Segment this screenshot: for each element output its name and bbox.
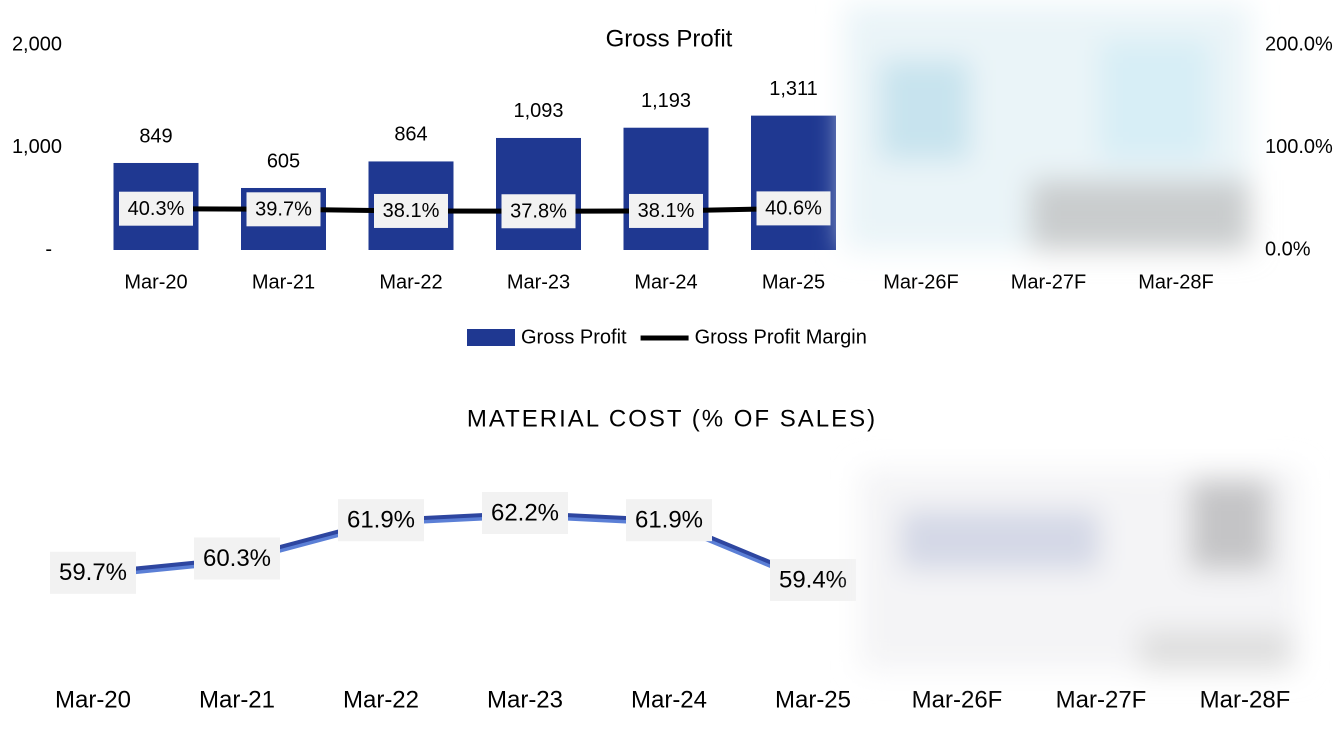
data-label: 38.1% xyxy=(638,200,695,222)
data-label-box xyxy=(482,492,568,534)
x-tick-label: Mar-24 xyxy=(634,271,697,293)
x-tick-label: Mar-25 xyxy=(762,271,825,293)
data-label: 62.2% xyxy=(491,499,559,526)
data-label: 59.4% xyxy=(779,566,847,593)
data-label-box xyxy=(501,194,576,229)
bar xyxy=(751,115,836,250)
data-label: 38.1% xyxy=(383,200,440,222)
data-label: 1,311 xyxy=(769,78,818,100)
x-tick-label: Mar-28F xyxy=(1138,271,1214,293)
x-tick-label: Mar-22 xyxy=(379,271,442,293)
data-label-box xyxy=(629,193,703,228)
legend-swatch xyxy=(467,329,515,346)
chart-title: MATERIAL COST (% OF SALES) xyxy=(467,405,877,432)
data-label: 39.7% xyxy=(255,199,312,221)
data-label-box xyxy=(338,499,424,542)
gross-profit-chart: Gross Profit - 1,000 2,000 0.0% 100.0% 200.0%… xyxy=(12,25,1333,348)
data-label-box xyxy=(50,551,136,594)
legend-label: Gross Profit Margin xyxy=(695,326,867,348)
x-tick-label: Mar-23 xyxy=(507,271,570,293)
data-label: 40.6% xyxy=(765,198,822,220)
material-cost-chart: MATERIAL COST (% OF SALES) Mar-20 Mar-21 M… xyxy=(50,405,1290,713)
x-tick-label: Mar-21 xyxy=(252,271,315,293)
x-tick-label: Mar-20 xyxy=(55,686,131,713)
data-label: 864 xyxy=(394,124,427,146)
x-tick-label: Mar-27F xyxy=(1011,271,1087,293)
bar xyxy=(623,127,709,250)
x-tick-label: Mar-21 xyxy=(199,686,275,713)
data-label: 60.3% xyxy=(203,545,271,572)
x-tick-label: Mar-28F xyxy=(1200,686,1291,713)
chart-title: Gross Profit xyxy=(606,25,733,52)
y-tick-label: 1,000 xyxy=(12,136,62,158)
legend-label: Gross Profit xyxy=(521,326,627,348)
data-label-box xyxy=(374,193,448,228)
x-tick-label: Mar-26F xyxy=(883,271,959,293)
y2-tick-label: 0.0% xyxy=(1265,238,1311,260)
data-label-box xyxy=(756,191,831,226)
data-label: 605 xyxy=(267,150,300,172)
data-label-box xyxy=(119,191,193,226)
y2-tick-label: 100.0% xyxy=(1265,136,1333,158)
data-label: 849 xyxy=(139,125,172,147)
data-label: 37.8% xyxy=(510,201,567,223)
data-label-box xyxy=(770,559,856,601)
x-tick-label: Mar-27F xyxy=(1056,686,1147,713)
data-label: 40.3% xyxy=(128,198,185,220)
data-label: 61.9% xyxy=(635,507,703,534)
x-tick-label: Mar-23 xyxy=(487,686,563,713)
bar xyxy=(496,137,581,250)
y2-tick-label: 200.0% xyxy=(1265,33,1333,55)
x-tick-label: Mar-26F xyxy=(912,686,1003,713)
data-label-box xyxy=(194,537,280,580)
data-label: 61.9% xyxy=(347,507,415,534)
data-label-box xyxy=(626,499,712,542)
data-label: 1,093 xyxy=(513,100,563,122)
data-label: 1,193 xyxy=(641,90,691,112)
y-tick-label: 2,000 xyxy=(12,33,62,55)
blurred-region xyxy=(845,5,1300,670)
x-tick-label: Mar-22 xyxy=(343,686,419,713)
data-label-box xyxy=(246,192,321,227)
x-tick-label: Mar-25 xyxy=(775,686,851,713)
y-tick-label: - xyxy=(45,238,52,260)
x-tick-label: Mar-20 xyxy=(124,271,187,293)
x-tick-label: Mar-24 xyxy=(631,686,707,713)
data-label: 59.7% xyxy=(59,559,127,586)
